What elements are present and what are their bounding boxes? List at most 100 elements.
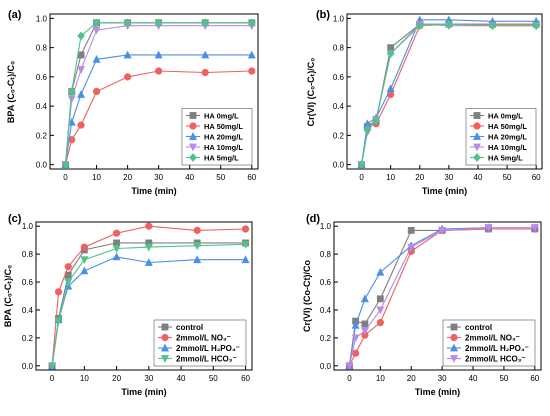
data-point <box>201 18 210 28</box>
x-tick-label: 0 <box>359 173 364 182</box>
legend-marker <box>473 112 481 119</box>
data-point <box>247 50 256 59</box>
legend-marker <box>450 343 458 352</box>
legend-marker <box>161 333 169 342</box>
data-point <box>92 54 101 63</box>
y-tick-label: 0.4 <box>320 306 332 315</box>
x-tick-label: 10 <box>376 374 385 383</box>
y-tick-label: 0.4 <box>22 306 34 315</box>
y-tick-label: 0.0 <box>320 362 332 371</box>
legend-marker <box>161 323 169 331</box>
data-point <box>407 243 416 252</box>
legend-entry-label: control <box>465 323 492 332</box>
legend-entry-label: HA 20mg/L <box>204 132 243 141</box>
data-point <box>80 243 88 251</box>
data-point <box>64 263 72 271</box>
x-tick-label: 40 <box>474 173 483 182</box>
x-tick-label: 20 <box>112 374 121 383</box>
legend: HA 0mg/L HA 50mg/LHA 20mg/L HA 10mg/LHA 5m… <box>181 108 253 166</box>
x-tick-label: 60 <box>241 374 250 383</box>
x-tick-label: 50 <box>503 173 512 182</box>
data-point <box>201 50 210 59</box>
y-axis-label: BPA (C₀-Cₜ)/C₀ <box>3 265 13 327</box>
y-tick-label: 0.2 <box>320 334 332 343</box>
series-line-1 <box>51 225 246 366</box>
data-point <box>144 258 153 266</box>
y-tick-label: 0.0 <box>333 161 345 170</box>
x-tick-label: 30 <box>144 374 153 383</box>
x-tick-label: 50 <box>216 173 225 182</box>
legend-entry-label: 2mmol/L H₂PO₄⁻ <box>465 344 529 353</box>
x-tick-label: 0 <box>63 173 68 182</box>
y-tick-label: 0.8 <box>320 250 332 259</box>
data-point <box>154 18 163 28</box>
legend-entry-label: 2mmol/L NO₃⁻ <box>176 333 231 342</box>
legend-marker <box>450 333 458 342</box>
data-point <box>80 256 89 265</box>
x-tick-label: 10 <box>80 374 89 383</box>
data-point <box>360 327 369 336</box>
data-point <box>80 266 89 275</box>
data-point <box>112 245 121 253</box>
data-point <box>241 255 250 264</box>
x-tick-label: 30 <box>438 374 447 383</box>
legend-entry-label: HA 5mg/L <box>204 153 239 162</box>
data-point <box>357 160 366 169</box>
panel-label: (c) <box>8 213 22 225</box>
data-point <box>352 349 360 357</box>
data-point <box>77 90 86 98</box>
data-point <box>241 225 250 233</box>
data-point <box>407 226 415 234</box>
data-point <box>484 224 493 232</box>
data-point <box>360 294 369 303</box>
data-point <box>345 362 354 371</box>
x-tick-label: 30 <box>154 173 163 182</box>
y-tick-label: 0.8 <box>36 44 48 53</box>
legend-marker <box>473 122 481 130</box>
data-point <box>376 295 384 303</box>
panel-b: 0 10 20 30 40 50 60 0.0 0.2 0.4 0.6 0.8 1.0 Time (min… <box>306 9 543 196</box>
panel-d: 0 10 20 30 40 50 60 0.0 0.2 0.4 0.6 0.8 1.0 Time (min… <box>302 213 542 397</box>
legend-entry-label: HA 10mg/L <box>488 143 527 152</box>
legend-entry-label: 2mmol/L NO₃⁻ <box>465 333 520 342</box>
x-tick-label: 20 <box>407 374 416 383</box>
panel-label: (a) <box>8 9 22 21</box>
series-line-3 <box>51 243 246 366</box>
legend-marker <box>450 355 458 363</box>
series-line-2 <box>64 54 252 165</box>
y-tick-label: 0.6 <box>333 73 345 82</box>
data-point <box>241 240 250 249</box>
data-point <box>113 239 120 247</box>
data-point <box>77 51 85 59</box>
y-axis-label: Cr(VI) (C₀-Cₜ)/C₀ <box>306 58 316 127</box>
y-tick-label: 1.0 <box>36 14 48 23</box>
data-point <box>68 136 76 144</box>
x-tick-label: 0 <box>347 374 352 383</box>
data-point <box>155 67 163 75</box>
y-tick-label: 0.8 <box>333 44 345 53</box>
y-tick-label: 1.0 <box>320 222 332 231</box>
data-point <box>144 243 153 252</box>
data-point <box>92 87 101 96</box>
data-point <box>376 267 385 276</box>
data-point <box>54 288 63 296</box>
data-point <box>351 334 360 343</box>
x-tick-label: 50 <box>499 374 508 383</box>
x-tick-label: 60 <box>532 173 541 182</box>
data-point <box>376 306 385 315</box>
x-tick-label: 30 <box>444 173 453 182</box>
x-tick-label: 20 <box>123 173 132 182</box>
legend-marker <box>189 143 197 152</box>
x-axis-label: Time (min) <box>131 186 176 196</box>
data-point <box>123 18 132 28</box>
legend-entry-label: HA 20mg/L <box>488 132 527 141</box>
x-tick-label: 10 <box>92 173 101 182</box>
legend-entry-label: HA 50mg/L <box>488 122 527 131</box>
legend-marker <box>189 153 197 162</box>
y-tick-label: 0.6 <box>36 73 48 82</box>
legend-marker <box>161 355 169 363</box>
y-tick-label: 0.2 <box>333 131 345 140</box>
